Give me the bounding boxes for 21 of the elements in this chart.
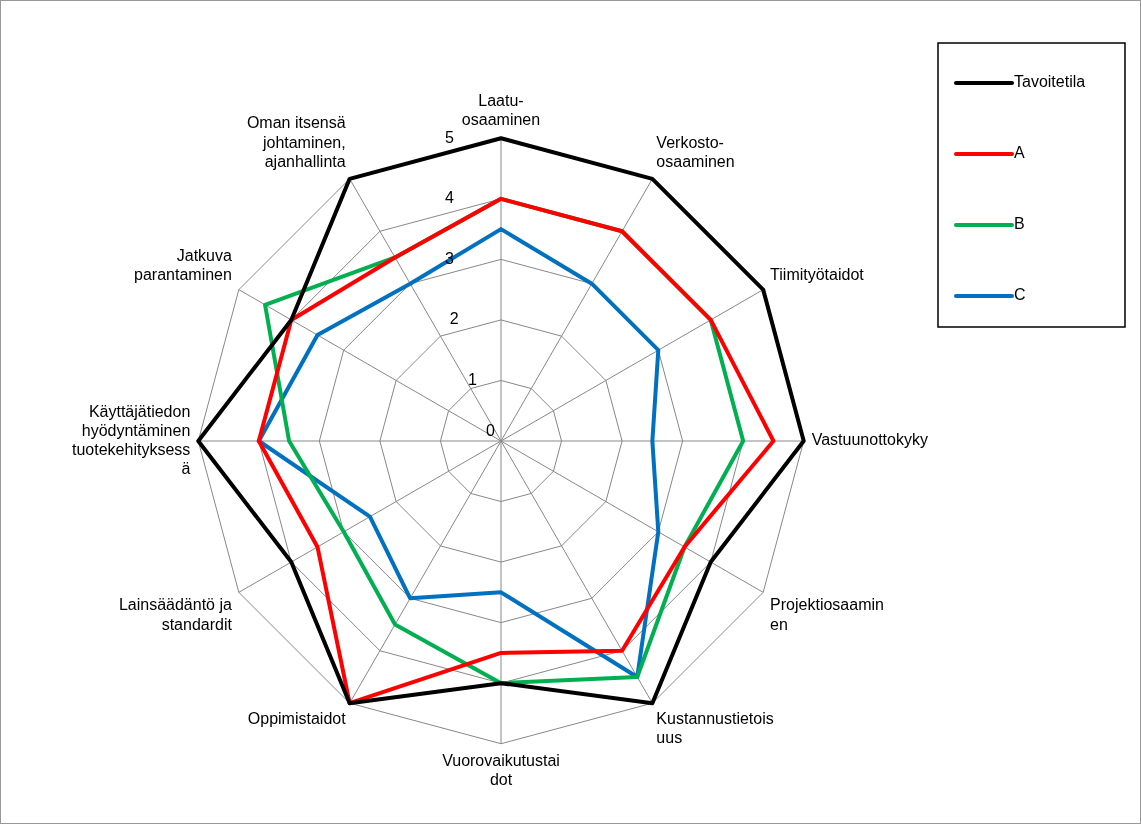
spoke-label: Vastuunottokyky [811, 431, 928, 449]
spoke-label: Lainsäädäntö ja standardit [118, 596, 233, 633]
y-tick-label: 5 [445, 128, 455, 146]
spoke-label: Projektiosaamin en [770, 596, 884, 633]
y-tick-label: 1 [467, 370, 477, 388]
spoke-label: Oppimistaidot [247, 710, 347, 728]
legend-label: A [1014, 144, 1025, 162]
spoke-label: Kustannustietois uus [656, 710, 774, 747]
spoke-label: Verkosto- osaaminen [656, 133, 735, 170]
y-tick-label: 4 [445, 189, 455, 207]
legend-label: C [1014, 286, 1026, 304]
y-tick-label: 2 [449, 310, 459, 328]
spoke-label: Jatkuva parantaminen [134, 247, 233, 284]
y-tick-label: 0 [486, 422, 496, 440]
legend-label: B [1014, 215, 1025, 233]
spoke-label: Laatu- osaaminen [461, 91, 541, 129]
spoke-label: Tiimityötaidot [770, 266, 865, 284]
legend-label: Tavoitetila [1014, 73, 1086, 91]
spoke-label: Vuorovaikutustai dot [442, 751, 560, 788]
spoke-label: Oman itsensä johtaminen, ajanhallinta [246, 114, 346, 170]
spoke-label: Käyttäjätiedon hyödyntäminen tuotekehityksess ä [72, 402, 191, 478]
